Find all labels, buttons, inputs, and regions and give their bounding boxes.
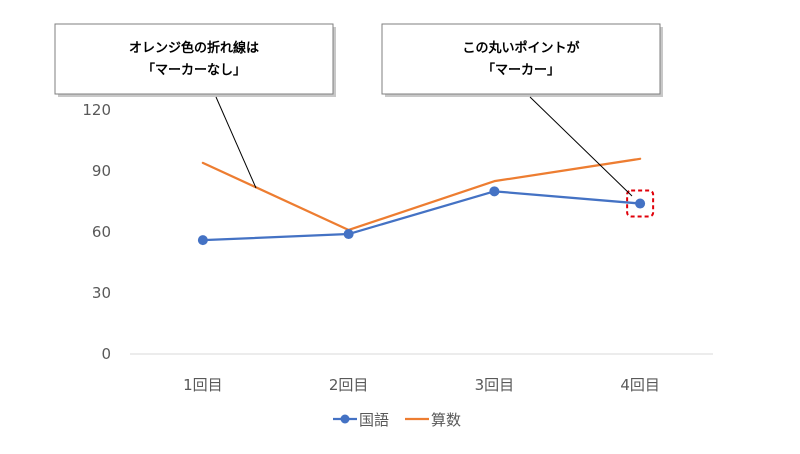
y-tick-label: 120 <box>82 101 111 119</box>
series-1-point <box>197 235 208 246</box>
callout-2: この丸いポイントが「マーカー」 <box>381 23 663 197</box>
callout-box <box>54 23 334 95</box>
legend-label: 算数 <box>431 411 461 429</box>
legend-layer: 国語 算数 <box>333 411 461 429</box>
callout-box <box>381 23 661 95</box>
legend-label: 国語 <box>359 411 389 429</box>
series-line-1 <box>201 190 642 242</box>
x-tick-label: 3回目 <box>475 376 515 394</box>
callout-layer: オレンジ色の折れ線は「マーカーなし」この丸いポイントが「マーカー」 <box>54 23 663 197</box>
series-line-2 <box>201 157 642 232</box>
callout-1: オレンジ色の折れ線は「マーカーなし」 <box>54 23 336 189</box>
callout-text-line: この丸いポイントが <box>462 40 579 56</box>
callout-text-line: 「マーカーなし」 <box>142 62 246 78</box>
callout-text-line: 「マーカー」 <box>482 62 560 78</box>
callout-text-line: オレンジ色の折れ線は <box>129 40 259 56</box>
x-tick-label: 4回目 <box>620 376 660 394</box>
y-tick-label: 30 <box>92 284 111 302</box>
axis-layer: 0 30 60 90 120 1回目 2回目 3回目 4回目 <box>82 101 713 394</box>
callout-leader-line <box>529 96 633 197</box>
series-layer <box>197 157 655 246</box>
marker-highlight-box <box>626 189 655 218</box>
y-tick-label: 60 <box>92 223 111 241</box>
series-1-point <box>635 198 646 209</box>
x-tick-label: 2回目 <box>329 376 369 394</box>
callout-leader-line <box>215 96 257 189</box>
legend-item-2: 算数 <box>405 411 461 429</box>
y-tick-label: 90 <box>92 162 111 180</box>
legend-item-1: 国語 <box>333 411 389 429</box>
series-1-point <box>343 229 354 240</box>
x-tick-label: 1回目 <box>183 376 223 394</box>
y-tick-label: 0 <box>101 345 111 363</box>
series-1-point <box>489 186 500 197</box>
legend-swatch-marker <box>340 414 350 424</box>
